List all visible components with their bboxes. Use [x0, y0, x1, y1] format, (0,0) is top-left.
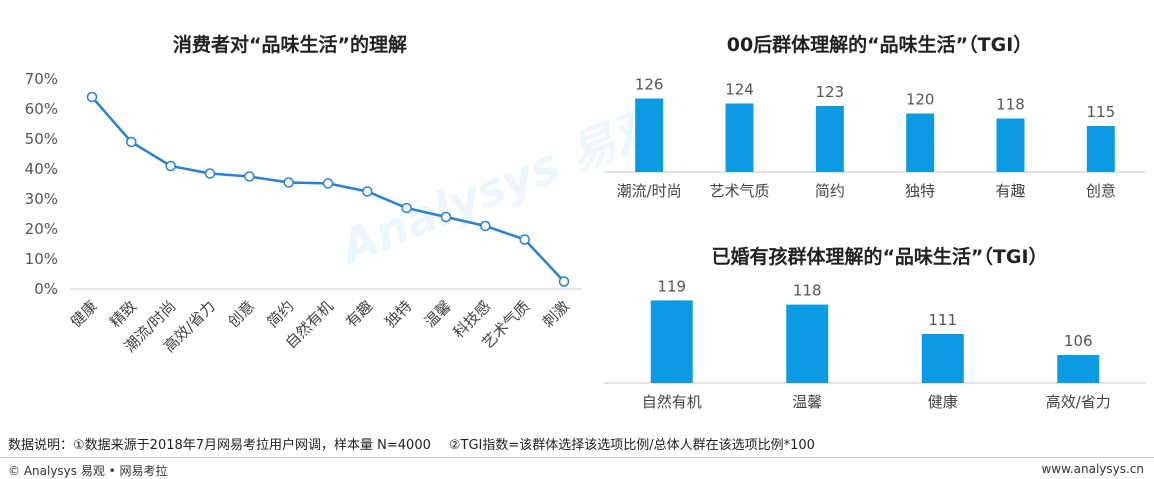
y-tick-label: 20%	[25, 220, 58, 238]
y-tick-label: 70%	[25, 70, 58, 88]
x-tick-label: 温馨	[421, 297, 455, 331]
x-tick-label: 有趣	[342, 297, 376, 331]
chart3-title: 已婚有孩群体理解的“品味生活”（TGI）	[711, 246, 1048, 268]
bar	[1086, 126, 1115, 172]
data-label: 124	[725, 81, 754, 99]
y-tick-label: 60%	[25, 100, 58, 118]
chart2-title: 00后群体理解的“品味生活”（TGI）	[726, 34, 1033, 56]
data-point	[204, 168, 216, 179]
bar	[996, 118, 1025, 172]
bar	[815, 106, 844, 172]
data-point	[558, 276, 570, 287]
data-label: 111	[928, 311, 957, 329]
data-point	[86, 91, 98, 103]
footer-divider	[0, 457, 1154, 458]
x-tick-label: 潮流/时尚	[617, 182, 682, 200]
x-tick-label: 高效/省力	[1046, 393, 1111, 411]
note-source: ①数据来源于2018年7月网易考拉用户网调，样本量 N=4000	[73, 438, 431, 453]
bar	[786, 304, 829, 383]
data-label: 126	[635, 76, 664, 94]
x-tick-label: 有趣	[995, 182, 1025, 200]
x-tick-label: 独特	[905, 182, 935, 200]
footer-site: www.analysys.cn	[1041, 462, 1144, 476]
x-tick-label: 独特	[382, 297, 416, 331]
bar	[921, 334, 964, 383]
x-tick-label: 创意	[1086, 182, 1116, 200]
footer-brand: © Analysys 易观 • 网易考拉	[8, 464, 168, 478]
y-tick-label: 30%	[25, 190, 58, 208]
x-tick-label: 自然有机	[642, 393, 702, 411]
data-label: 106	[1064, 332, 1093, 350]
x-tick-label: 简约	[264, 297, 298, 331]
data-note: 数据说明：①数据来源于2018年7月网易考拉用户网调，样本量 N=4000 ②TG…	[8, 434, 833, 453]
note-tgi: ②TGI指数=该群体选择该选项比例/总体人群在该选项比例*100	[448, 438, 815, 453]
series-line	[91, 96, 565, 283]
data-label: 118	[793, 282, 822, 300]
data-point	[244, 171, 255, 182]
data-point	[440, 211, 452, 223]
data-point	[519, 234, 530, 245]
bar	[650, 300, 693, 383]
data-point	[283, 177, 294, 188]
x-tick-label: 健康	[67, 297, 101, 331]
x-tick-label: 健康	[928, 393, 958, 411]
data-point	[165, 160, 176, 172]
data-point	[322, 178, 334, 189]
data-point	[480, 220, 491, 232]
x-tick-label: 温馨	[792, 393, 822, 411]
x-tick-label: 创意	[224, 297, 258, 331]
y-tick-label: 0%	[34, 280, 58, 298]
bar	[725, 103, 754, 172]
data-label: 115	[1087, 103, 1116, 121]
data-point	[401, 202, 412, 214]
bar	[1057, 355, 1100, 383]
x-tick-label: 艺术气质	[709, 182, 769, 200]
y-tick-label: 10%	[25, 250, 58, 268]
data-label: 118	[996, 96, 1025, 114]
note-label: 数据说明：	[8, 438, 74, 453]
y-tick-label: 50%	[25, 130, 58, 148]
y-tick-label: 40%	[25, 160, 58, 178]
data-point	[362, 186, 373, 197]
data-label: 119	[657, 277, 686, 295]
data-label: 120	[906, 91, 935, 109]
data-label: 123	[816, 83, 845, 101]
data-point	[126, 136, 137, 148]
x-tick-label: 刺激	[539, 297, 573, 331]
chart1-title: 消费者对“品味生活”的理解	[173, 34, 407, 56]
x-tick-label: 简约	[815, 182, 845, 200]
bar	[906, 113, 935, 172]
x-tick-label: 精致	[106, 297, 140, 331]
bar	[635, 98, 664, 172]
